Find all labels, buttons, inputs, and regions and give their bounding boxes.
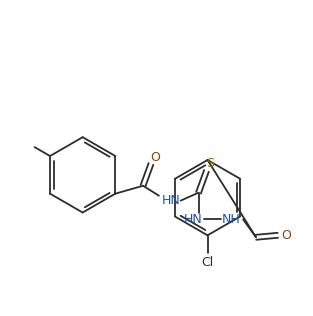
Text: NH: NH xyxy=(222,213,241,226)
Text: HN: HN xyxy=(184,213,203,226)
Text: O: O xyxy=(150,150,160,163)
Text: S: S xyxy=(207,157,214,170)
Text: Cl: Cl xyxy=(202,256,214,269)
Text: O: O xyxy=(281,229,291,242)
Text: HN: HN xyxy=(162,194,180,207)
